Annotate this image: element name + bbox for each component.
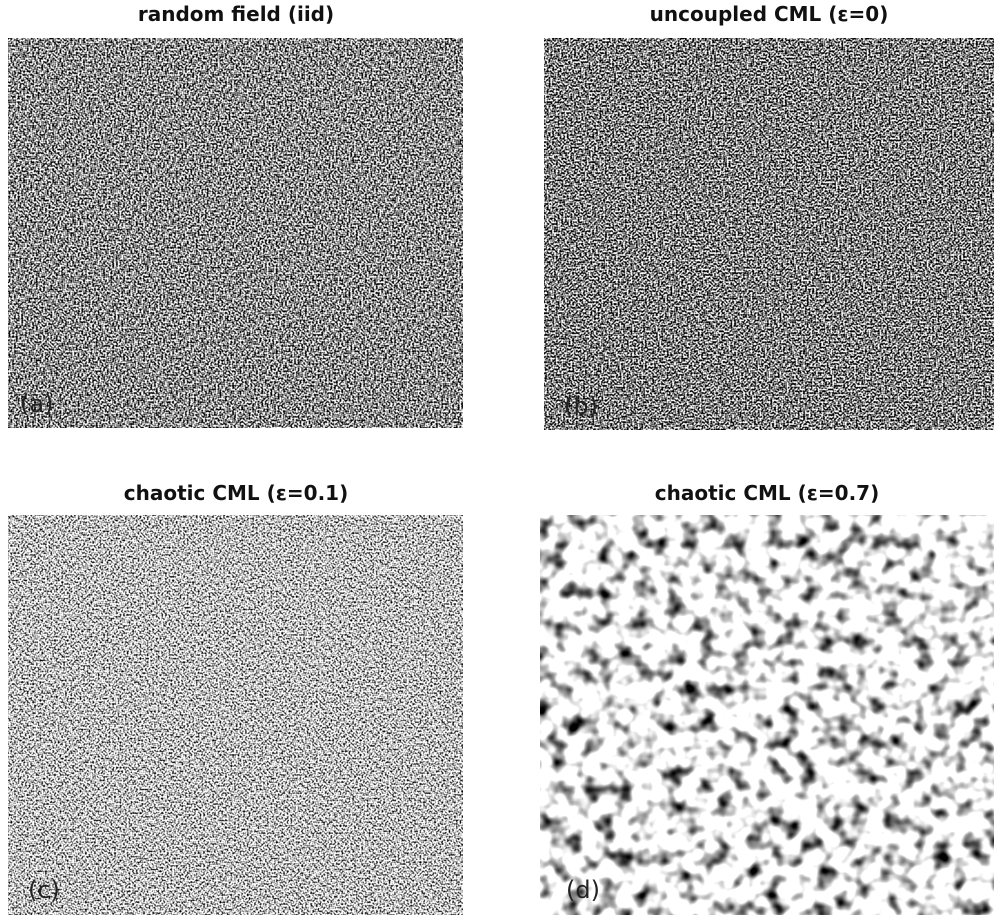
panel-b: uncoupled CML (ε=0) (b) bbox=[544, 2, 994, 430]
noise-image bbox=[540, 515, 994, 915]
panel-title: chaotic CML (ε=0.7) bbox=[655, 481, 879, 505]
panel-title: uncoupled CML (ε=0) bbox=[650, 2, 889, 26]
noise-image bbox=[544, 38, 994, 430]
panel-c: chaotic CML (ε=0.1) (c) bbox=[8, 481, 463, 915]
noise-image bbox=[8, 515, 463, 915]
panel-label: (c) bbox=[28, 876, 60, 904]
panel-title: chaotic CML (ε=0.1) bbox=[124, 481, 348, 505]
noise-image bbox=[8, 38, 463, 428]
panel-label: (a) bbox=[20, 390, 53, 418]
panel-title: random field (iid) bbox=[138, 2, 334, 26]
panel-d: chaotic CML (ε=0.7) (d) bbox=[540, 481, 994, 915]
panel-a: random field (iid) (a) bbox=[8, 2, 463, 428]
panel-label: (d) bbox=[566, 876, 600, 904]
panel-label: (b) bbox=[564, 392, 598, 420]
